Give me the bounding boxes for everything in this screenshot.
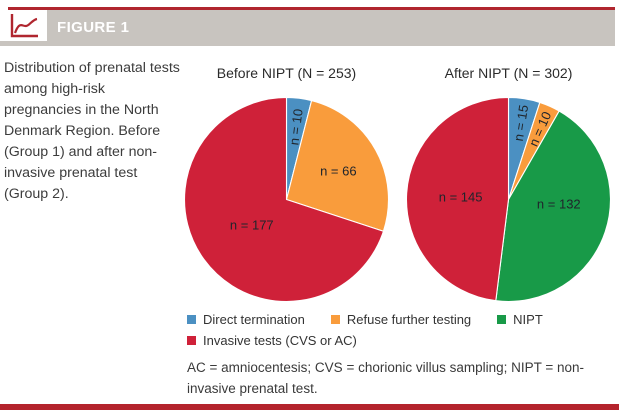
pie-slice-red: [405, 96, 510, 302]
bottom-accent-rule: [0, 404, 619, 410]
chart-legend: Direct termination Refuse further testing…: [187, 312, 619, 348]
legend-swatch-blue: [187, 315, 196, 324]
legend-swatch-red: [187, 336, 196, 345]
legend-label: Refuse further testing: [346, 312, 472, 327]
pie-chart-after-nipt: n = 15 n = 10 n = 132 n = 145: [405, 96, 612, 303]
figure-caption: Distribution of prenatal tests among hig…: [4, 60, 180, 202]
pie-title-before: Before NIPT (N = 253): [216, 65, 357, 81]
legend-item-red: Invasive tests (CVS or AC): [187, 333, 357, 348]
line-chart-icon: [10, 14, 38, 38]
legend-item-orange: Refuse further testing: [330, 312, 472, 327]
pie-slice-orange: [285, 100, 390, 232]
legend-label: Direct termination: [203, 312, 305, 327]
pie-svg: [405, 96, 612, 302]
pie-data-label: n = 66: [320, 163, 357, 179]
figure-title: FIGURE 1: [57, 19, 130, 36]
legend-swatch-orange: [330, 315, 340, 324]
legend-label: NIPT: [513, 312, 543, 327]
pie-slice-green: [495, 110, 612, 302]
figure-icon-box: [0, 10, 47, 41]
pie-svg: [183, 96, 390, 302]
legend-label: Invasive tests (CVS or AC): [203, 333, 357, 348]
pie-data-label: n = 145: [438, 189, 483, 204]
legend-swatch-green: [497, 315, 507, 324]
pie-chart-before-nipt: n = 10 n = 66 n = 177: [183, 96, 390, 303]
figure-footnote: AC = amniocentesis; CVS = chorionic vill…: [187, 360, 585, 396]
legend-item-blue: Direct termination: [187, 312, 305, 327]
pie-title-after: After NIPT (N = 302): [444, 65, 573, 81]
legend-item-green: NIPT: [497, 312, 543, 327]
pie-data-label: n = 177: [229, 217, 274, 233]
pie-data-label: n = 132: [536, 196, 581, 212]
top-accent-rule: [8, 7, 615, 10]
figure-header: FIGURE 1: [0, 10, 615, 46]
pie-slice-red: [183, 96, 384, 302]
